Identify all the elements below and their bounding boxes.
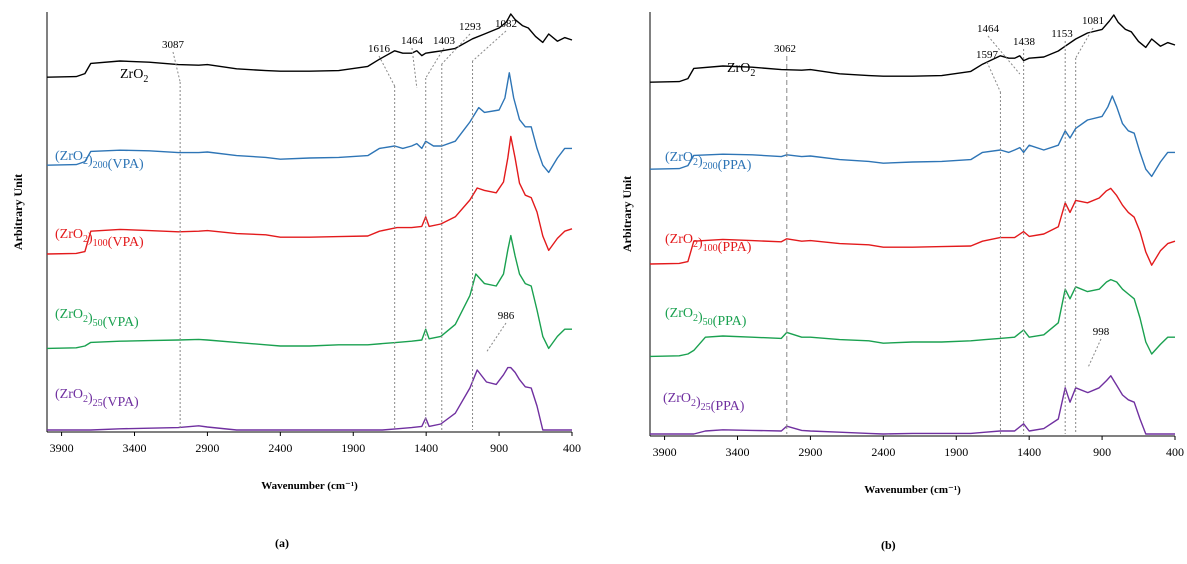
series-label: (ZrO2)25(VPA) [55, 387, 139, 410]
chart-svg-a: 3900 3400 2900 2400 1900 1400 900 400 Wavenumber… [11, 12, 581, 492]
x-tick-label: 3400 [123, 441, 147, 455]
annotation-leader [987, 35, 1021, 75]
panel-caption-b: (b) [881, 538, 896, 552]
x-tick-label: 2400 [871, 445, 895, 459]
series-label: (ZrO2)50(PPA) [665, 306, 747, 329]
series-label: (ZrO2)50(VPA) [55, 307, 139, 330]
x-tick-label: 1400 [1017, 445, 1041, 459]
x-tick-label: 1900 [944, 445, 968, 459]
annotation-leader [172, 51, 181, 83]
annotation-leader [441, 33, 471, 65]
series-line [649, 187, 1176, 266]
series-label: ZrO2 [120, 67, 148, 85]
annotation-label: 1403 [433, 35, 456, 47]
series-line [649, 14, 1176, 83]
annotation-leader [472, 30, 507, 62]
y-axis-label: Arbitrary Unit [11, 174, 25, 250]
annotation-leader [486, 322, 507, 353]
x-tick-label: 400 [1166, 445, 1184, 459]
x-tick-label: 2900 [195, 441, 219, 455]
x-tick-label: 3900 [50, 441, 74, 455]
series-label: (ZrO2)100(PPA) [665, 232, 752, 255]
panel-caption-a: (a) [275, 536, 289, 550]
x-tick-label: 1400 [414, 441, 438, 455]
x-tick-label: 1900 [341, 441, 365, 455]
annotation-label: 986 [498, 310, 515, 322]
series-line [46, 234, 572, 350]
series-line [46, 13, 573, 78]
chart-panel-a: 3900 3400 2900 2400 1900 1400 900 400 Wavenumber… [0, 0, 587, 559]
series-label: ZrO2 [727, 61, 755, 79]
x-tick-label: 2400 [268, 441, 292, 455]
annotation-label: 3087 [162, 39, 185, 51]
annotation-leader [411, 47, 418, 89]
annotation-leader [1075, 27, 1094, 59]
annotation-label: 3062 [774, 43, 796, 55]
annotation-label: 1438 [1013, 36, 1036, 48]
x-tick-label: 400 [563, 441, 581, 455]
annotation-label: 1081 [1082, 15, 1104, 27]
series-line [649, 95, 1175, 178]
annotation-label: 1464 [401, 35, 424, 47]
annotation-label: 1082 [495, 18, 517, 30]
x-tick-label: 900 [490, 441, 508, 455]
annotation-label: 1616 [368, 43, 391, 55]
x-axis-label: Wavenumber (cm⁻¹) [864, 484, 961, 496]
annotation-label: 1293 [459, 21, 482, 33]
y-axis-label: Arbitrary Unit [620, 176, 634, 252]
annotation-label: 998 [1093, 326, 1110, 338]
annotation-label: 1464 [977, 23, 1000, 35]
series-line [650, 375, 1175, 435]
x-tick-label: 3400 [726, 445, 750, 459]
annotation-leader [1087, 338, 1102, 369]
x-tick-label: 900 [1093, 445, 1111, 459]
annotation-leader [378, 55, 396, 87]
series-line [47, 366, 572, 431]
x-tick-label: 3900 [653, 445, 677, 459]
series-label: (ZrO2)100(VPA) [55, 227, 144, 250]
series-line [46, 72, 572, 174]
annotation-leader [425, 47, 445, 79]
annotation-leader [986, 61, 1001, 93]
series-line [46, 135, 573, 255]
annotation-label: 1153 [1051, 28, 1073, 40]
x-tick-label: 2900 [798, 445, 822, 459]
series-label: (ZrO2)25(PPA) [663, 391, 745, 414]
x-axis-label: Wavenumber (cm⁻¹) [261, 480, 358, 492]
chart-svg-b: 3900 3400 2900 2400 1900 1400 900 400 Wavenumber… [620, 12, 1184, 496]
annotation-label: 1597 [976, 49, 999, 61]
series-label: (ZrO2)200(PPA) [665, 150, 752, 173]
series-label: (ZrO2)200(VPA) [55, 149, 144, 172]
chart-panel-b: 3900 3400 2900 2400 1900 1400 900 400 Wavenumber… [595, 0, 1187, 559]
